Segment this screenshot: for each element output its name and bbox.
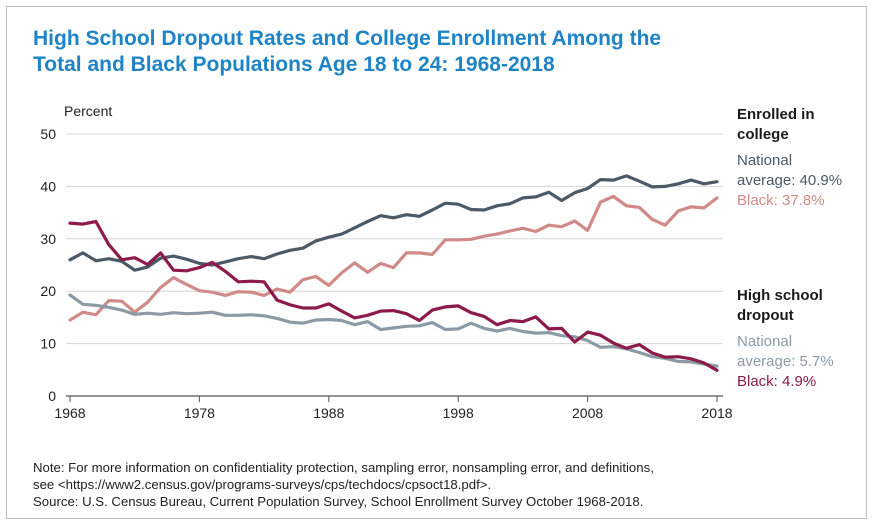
legend-college: Enrolled in college National average: 40… <box>737 105 842 211</box>
y-tick-label: 0 <box>48 388 56 404</box>
note-line-2: see <https://www2.census.gov/programs-su… <box>33 477 492 492</box>
legend-dropout-black: Black: 4.9% <box>737 373 817 390</box>
legend-dropout-national-line-1: National <box>737 333 793 350</box>
y-tick-label: 10 <box>40 336 56 352</box>
series-lines <box>68 174 719 372</box>
x-tick-label: 1978 <box>184 405 215 421</box>
legend-dropout-national-line-2: average: 5.7% <box>737 353 834 370</box>
gridlines <box>66 133 723 397</box>
y-tick-label: 50 <box>40 126 56 142</box>
y-tick-label: 20 <box>40 283 56 299</box>
legend-college-heading-line-1: Enrolled in <box>737 106 815 123</box>
chart-frame <box>6 6 867 519</box>
series-line-college-national <box>68 174 719 272</box>
x-tick-label: 1968 <box>54 405 85 421</box>
series-line-dropout-black <box>68 219 719 372</box>
legend-college-national-line-2: average: 40.9% <box>737 172 843 189</box>
legend-college-heading-line-2: college <box>737 126 789 143</box>
chart-title: High School Dropout Rates and College En… <box>33 26 793 78</box>
legend-college-national-line-1: National <box>737 152 793 169</box>
x-tick-labels: 1968 1978 1988 1998 2008 2018 <box>54 396 733 421</box>
y-tick-labels: 0 10 20 30 40 50 <box>40 126 56 404</box>
legend-dropout-heading-line-1: High school <box>737 287 823 304</box>
y-tick-label: 30 <box>40 231 56 247</box>
x-tick-label: 1998 <box>443 405 474 421</box>
notes: Note: For more information on confidenti… <box>33 459 853 510</box>
legend-college-black: Black: 37.8% <box>737 192 825 209</box>
note-line-1: Note: For more information on confidenti… <box>33 460 654 475</box>
y-tick-label: 40 <box>40 178 56 194</box>
series-line-dropout-national <box>68 293 719 368</box>
x-tick-label: 1988 <box>313 405 344 421</box>
source-line: Source: U.S. Census Bureau, Current Popu… <box>33 494 644 509</box>
x-tick-label: 2018 <box>701 405 732 421</box>
legend-dropout: High school dropout National average: 5.… <box>737 286 834 392</box>
y-axis-label: Percent <box>64 103 113 119</box>
title-line-2: Total and Black Populations Age 18 to 24… <box>33 53 555 76</box>
series-line-college-black <box>68 194 719 322</box>
legend-dropout-heading-line-2: dropout <box>737 307 794 324</box>
title-line-1: High School Dropout Rates and College En… <box>33 27 662 50</box>
x-tick-label: 2008 <box>572 405 603 421</box>
